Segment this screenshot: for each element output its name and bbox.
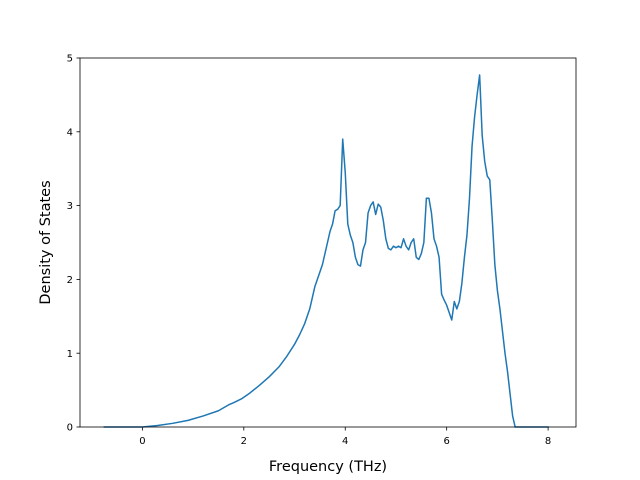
y-tick-label: 5 <box>67 54 73 65</box>
y-tick-label: 1 <box>67 349 73 360</box>
axes-frame <box>79 57 577 428</box>
y-tick-label: 0 <box>67 423 73 434</box>
x-tick-label: 6 <box>443 436 449 447</box>
y-tick-label: 4 <box>67 127 73 138</box>
x-tick-label: 2 <box>241 436 247 447</box>
x-tick-label: 8 <box>545 436 551 447</box>
y-axis-label: Density of States <box>38 180 54 304</box>
x-axis-label: Frequency (THz) <box>269 459 387 475</box>
y-tick-label: 2 <box>67 275 73 286</box>
dos-series-line <box>103 74 549 428</box>
x-tick-label: 4 <box>342 436 348 447</box>
y-tick-label: 3 <box>67 201 73 212</box>
tick-layer: 0 2 4 6 8 0 1 2 3 4 5 <box>67 54 552 447</box>
x-tick-label: 0 <box>139 436 145 447</box>
